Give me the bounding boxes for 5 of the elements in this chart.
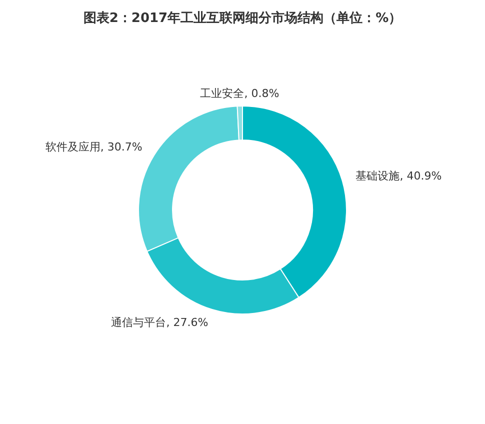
slice-label: 软件及应用, 30.7% bbox=[45, 140, 142, 154]
chart-title: 图表2：2017年工业互联网细分市场结构（单位：%） bbox=[83, 10, 402, 26]
slice-label: 通信与平台, 27.6% bbox=[111, 316, 208, 329]
slice-label: 基础设施, 40.9% bbox=[356, 170, 442, 183]
slice-label: 工业安全, 0.8% bbox=[200, 87, 280, 100]
